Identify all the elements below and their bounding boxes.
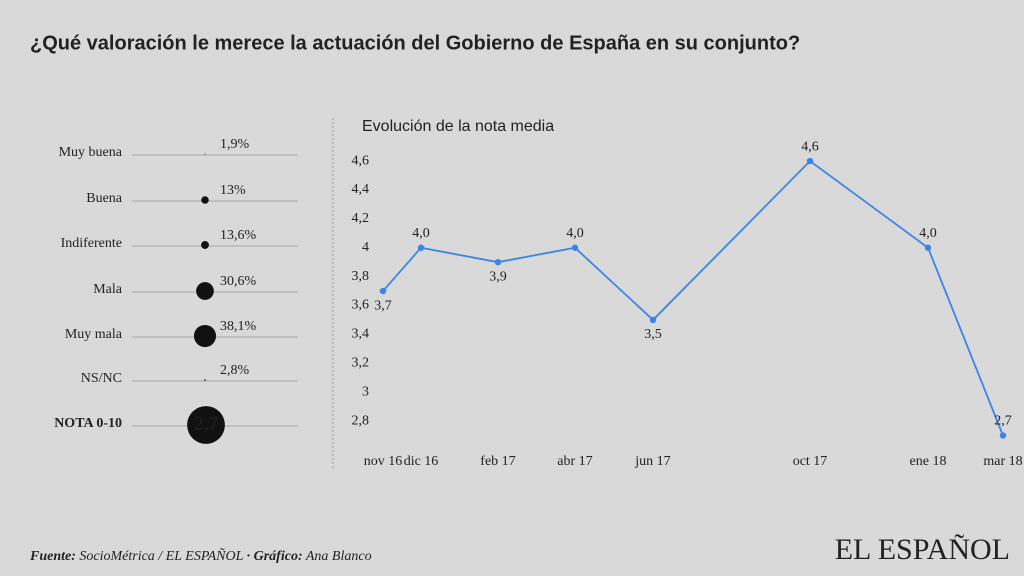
credit: Ana Blanco	[305, 549, 372, 564]
y-tick-label: 3,6	[352, 298, 370, 313]
data-label: 4,0	[412, 226, 430, 241]
bubble	[204, 379, 206, 381]
brand-logo: EL ESPAÑOL	[835, 533, 1010, 566]
value-label: 38,1%	[220, 319, 257, 334]
source-label: Fuente:	[29, 549, 76, 564]
bubble	[204, 153, 206, 155]
x-tick-label: ene 18	[910, 454, 947, 469]
credit-label: · Gráfico:	[247, 549, 303, 564]
y-tick-label: 3	[362, 384, 369, 399]
bubble	[201, 241, 209, 249]
summary-value-label: 2,7	[194, 413, 218, 434]
y-tick-label: 3,4	[352, 327, 370, 342]
row-label: NS/NC	[81, 371, 122, 386]
point	[379, 287, 387, 295]
x-tick-label: jun 17	[634, 454, 670, 469]
bubble	[193, 324, 217, 348]
x-tick-label: feb 17	[480, 454, 515, 469]
point	[924, 244, 932, 251]
point	[494, 258, 502, 266]
value-label: 13%	[220, 183, 246, 198]
x-tick-label: oct 17	[793, 454, 828, 469]
value-label: 30,6%	[220, 274, 257, 289]
y-tick-label: 4,2	[352, 211, 370, 226]
value-label: 13,6%	[220, 228, 257, 243]
line-chart-title: Evolución de la nota media	[362, 118, 554, 135]
data-label: 4,6	[801, 139, 819, 154]
data-label: 3,7	[374, 298, 392, 313]
data-label: 3,9	[489, 269, 507, 284]
data-label: 4,0	[566, 226, 584, 241]
footer: Fuente: SocioMétrica / EL ESPAÑOL · Gráf…	[29, 547, 372, 564]
point	[649, 316, 657, 324]
value-label: 1,9%	[220, 137, 250, 152]
y-tick-label: 2,8	[352, 413, 370, 428]
summary-bubble	[187, 406, 225, 444]
bubble	[196, 282, 214, 300]
value-label: 2,8%	[220, 363, 250, 378]
x-tick-label: nov 16	[364, 454, 403, 469]
y-tick-label: 4,4	[352, 182, 370, 197]
line	[382, 159, 1004, 436]
y-tick-label: 4	[362, 240, 369, 255]
point	[999, 432, 1007, 439]
y-tick-label: 4,6	[352, 153, 370, 168]
row-label: Indiferente	[61, 236, 122, 251]
y-tick-label: 3,2	[352, 355, 370, 370]
row-label: Muy buena	[59, 145, 123, 160]
row-label: Muy mala	[65, 327, 123, 342]
row-label: Mala	[93, 282, 123, 297]
point	[806, 157, 814, 165]
data-label: 3,5	[644, 327, 662, 342]
source: SocioMétrica / EL ESPAÑOL	[79, 547, 243, 564]
data-label: 4,0	[919, 226, 937, 241]
point	[417, 244, 425, 251]
page-title: ¿Qué valoración le merece la actuación d…	[30, 32, 800, 54]
data-label: 2,7	[994, 414, 1012, 429]
y-tick-label: 3,8	[352, 269, 370, 284]
summary-label: NOTA 0-10	[54, 416, 122, 431]
row-label: Buena	[86, 191, 123, 206]
point	[571, 244, 579, 251]
x-tick-label: dic 16	[404, 454, 439, 469]
x-tick-label: abr 17	[557, 454, 592, 469]
bubble	[201, 196, 209, 204]
x-tick-label: mar 18	[983, 454, 1022, 469]
